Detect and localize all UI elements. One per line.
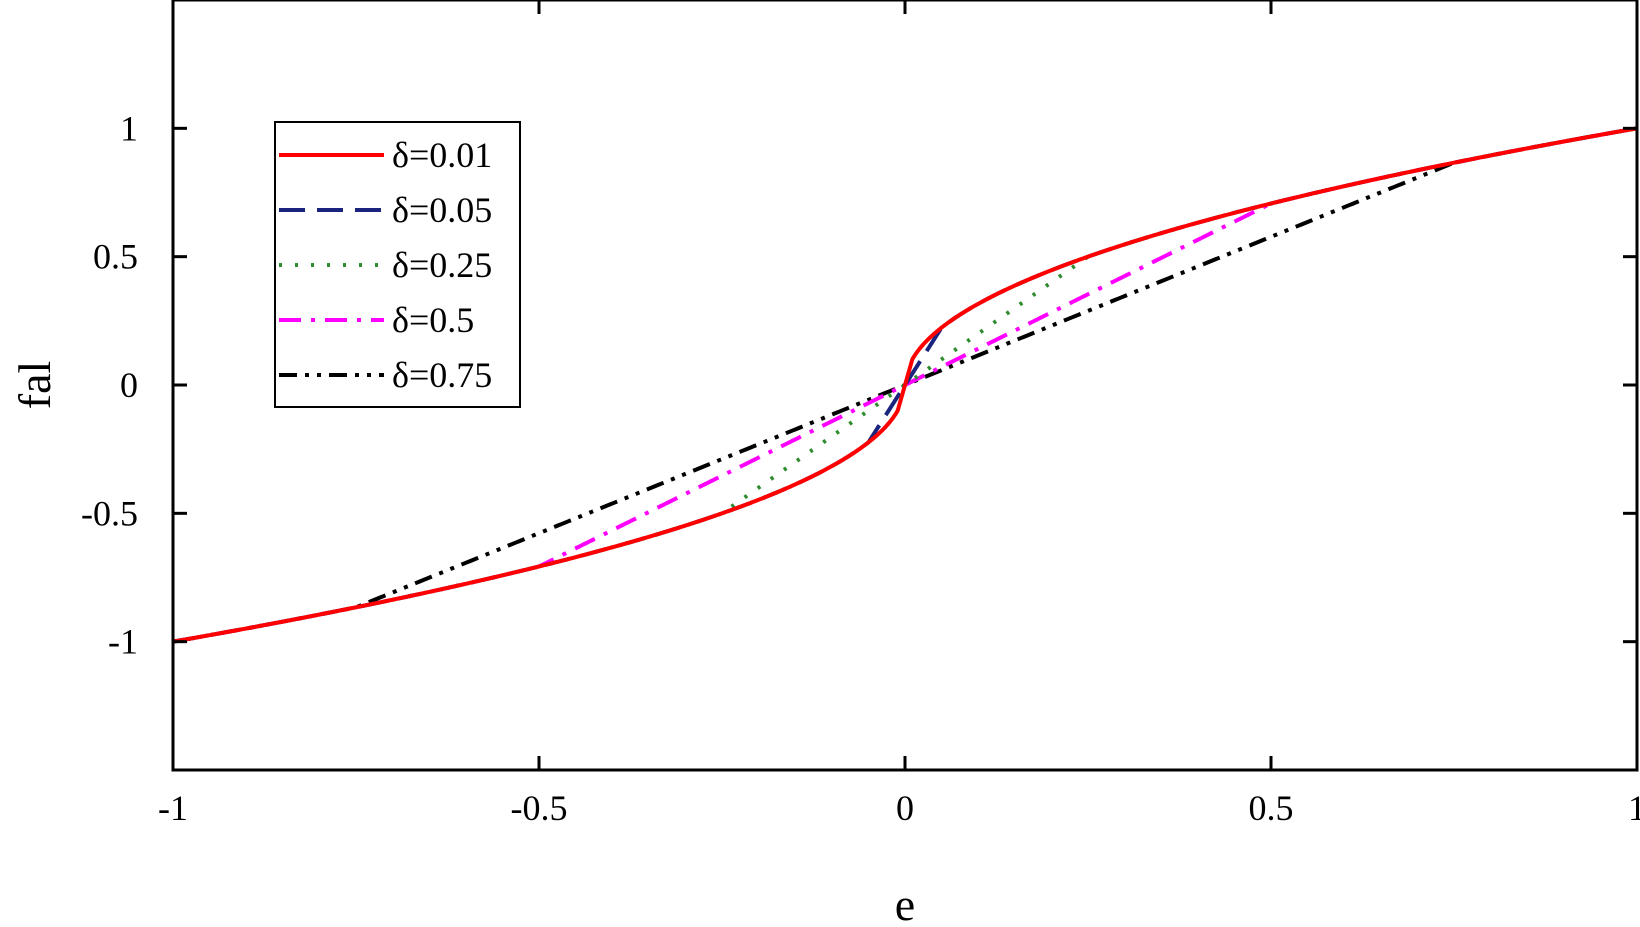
axis-ticks [171,0,1639,770]
legend: δ=0.01 δ=0.05 δ=0.25 δ=0.5 δ=0.75 [274,121,521,408]
x-axis-label: e [895,879,915,927]
series-line-delta-0.01 [172,126,1638,644]
x-tick-label: 0 [896,788,914,828]
y-tick-label: -0.5 [81,493,138,533]
y-tick-label: 0 [120,365,138,405]
legend-label: δ=0.75 [392,355,492,395]
legend-label: δ=0.01 [392,135,492,175]
legend-label: δ=0.05 [392,190,492,230]
x-tick-label: -0.5 [511,788,568,828]
legend-box [274,121,521,408]
x-tick-label: 1 [1628,788,1640,828]
y-tick-label: 1 [120,108,138,148]
y-tick-label: 0.5 [93,237,138,277]
legend-label: δ=0.5 [392,300,474,340]
y-axis-label: fal [9,361,60,410]
x-tick-label: -1 [158,788,188,828]
series-lines [172,126,1638,644]
legend-label: δ=0.25 [392,245,492,285]
y-tick-label: -1 [108,622,138,662]
x-tick-label: 0.5 [1249,788,1294,828]
legend-entries: δ=0.01 δ=0.05 δ=0.25 δ=0.5 δ=0.75 [279,135,492,395]
axis-tick-labels: -1 -0.5 0 0.5 1 -1 -0.5 0 0.5 1 [81,108,1640,828]
